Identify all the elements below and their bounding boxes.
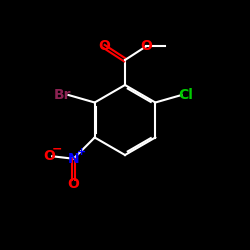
Text: O: O [43, 149, 55, 163]
Text: O: O [98, 39, 110, 53]
Text: O: O [140, 39, 152, 53]
Text: +: + [77, 147, 86, 157]
Text: N: N [68, 152, 79, 166]
Text: Cl: Cl [178, 88, 194, 102]
Text: Br: Br [54, 88, 72, 102]
Text: −: − [52, 143, 62, 156]
Text: O: O [68, 177, 80, 191]
